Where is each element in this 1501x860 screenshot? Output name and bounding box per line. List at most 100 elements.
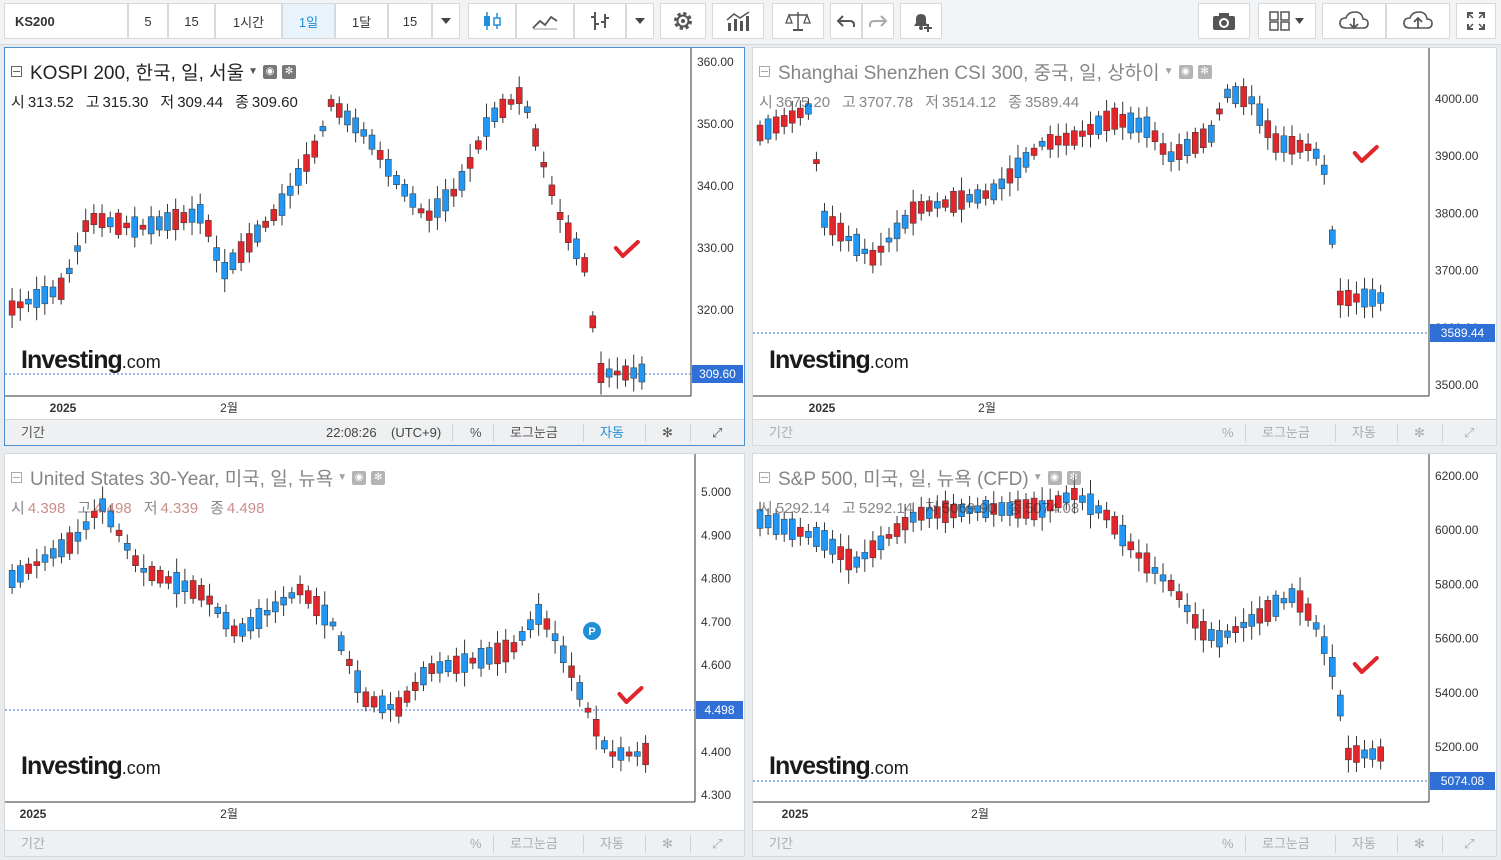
series-title[interactable]: United States 30-Year, 미국, 일, 뉴욕 [30, 469, 334, 490]
gear-icon[interactable]: ✻ [1414, 425, 1425, 440]
fullscreen-icon[interactable]: ⤢ [712, 425, 723, 440]
percent-scale-toggle[interactable]: % [470, 425, 482, 440]
chart-canvas[interactable]: P5.0004.9004.8004.7004.6004.5004.4004.30… [5, 454, 745, 824]
chart-type-dropdown-button[interactable] [626, 3, 654, 39]
fullscreen-button[interactable] [1456, 3, 1496, 39]
event-marker-icon[interactable]: P [583, 622, 601, 640]
fullscreen-icon[interactable]: ⤢ [1464, 425, 1475, 440]
interval-15-button[interactable]: 15 [168, 3, 215, 39]
symbol-input[interactable]: KS200 [4, 3, 128, 39]
compare-button[interactable] [772, 3, 824, 39]
fullscreen-icon[interactable]: ⤢ [712, 836, 723, 851]
chart-pane-sp500[interactable]: 6200.00 6000.00 5800.00 5600.00 5400.00 5200.… [752, 453, 1497, 857]
candle-body [156, 569, 164, 584]
auto-scale-toggle[interactable]: 자동 [1352, 425, 1376, 440]
fullscreen-icon[interactable]: ⤢ [1464, 836, 1475, 851]
interval-dropdown-button[interactable] [432, 3, 460, 39]
price-axis-label: 5.000 [701, 485, 731, 499]
watermark-text: Investing [769, 752, 871, 780]
candle-body [313, 596, 320, 617]
redo-button[interactable] [862, 3, 894, 39]
candle-body [124, 542, 131, 551]
ohlc-value: 313.52 [27, 94, 74, 111]
percent-scale-toggle[interactable]: % [1222, 836, 1234, 851]
series-legend: S&P 500, 미국, 일, 뉴욕 (CFD) ▼ ◉ ✻ 시 5292.14 고 5292… [759, 464, 1091, 518]
settings-button[interactable] [660, 3, 706, 39]
interval-1hour-button[interactable]: 1시간 [215, 3, 282, 39]
layout-button[interactable] [1258, 3, 1316, 39]
gear-icon[interactable]: ✻ [1414, 836, 1425, 851]
chevron-down-icon[interactable]: ▼ [1163, 66, 1174, 77]
collapse-icon[interactable] [11, 66, 22, 77]
candle-body [1312, 622, 1320, 630]
price-axis-label: 6000.00 [1435, 523, 1479, 537]
chevron-down-icon[interactable]: ▼ [337, 472, 348, 483]
chevron-down-icon[interactable]: ▼ [248, 66, 259, 77]
log-scale-toggle[interactable]: 로그눈금 [510, 836, 558, 851]
date-range-button[interactable]: 기간 [21, 836, 45, 851]
percent-scale-toggle[interactable]: % [470, 836, 482, 851]
eye-icon[interactable]: ◉ [1047, 470, 1062, 485]
screenshot-button[interactable] [1198, 3, 1250, 39]
interval-15-custom-button[interactable]: 15 [388, 3, 432, 39]
candle-body [515, 87, 523, 104]
eye-icon[interactable]: ◉ [352, 470, 367, 485]
load-chart-button[interactable] [1322, 3, 1386, 39]
clock-readout[interactable]: 22:08:26 [326, 425, 377, 440]
auto-scale-toggle[interactable]: 자동 [1352, 836, 1376, 851]
collapse-icon[interactable] [759, 472, 770, 483]
gear-icon[interactable]: ✻ [1066, 470, 1081, 485]
candle-body [1320, 636, 1328, 654]
indicators-button[interactable] [712, 3, 764, 39]
eye-icon[interactable]: ◉ [263, 64, 278, 79]
candle-body [140, 568, 147, 573]
date-range-button[interactable]: 기간 [769, 425, 793, 440]
chart-pane-kospi200[interactable]: 360.00 350.00 340.00 330.00 320.00 2025 2월 309.… [4, 47, 745, 446]
gear-icon[interactable]: ✻ [282, 64, 297, 79]
auto-scale-toggle[interactable]: 자동 [600, 836, 624, 851]
checkmark-annotation-icon[interactable] [617, 686, 644, 704]
chevron-down-icon[interactable]: ▼ [1032, 472, 1043, 483]
save-chart-button[interactable] [1386, 3, 1450, 39]
series-title[interactable]: Shanghai Shenzhen CSI 300, 중국, 일, 상하이 [778, 63, 1160, 84]
chart-canvas[interactable]: 360.00 350.00 340.00 330.00 320.00 2025 2월 [5, 48, 745, 418]
interval-5-button[interactable]: 5 [128, 3, 168, 39]
ohlc-value: 3589.44 [1024, 94, 1080, 111]
chart-canvas[interactable]: 4000.003900.003800.003700.003600.003500.… [753, 48, 1497, 418]
candlestick-type-button[interactable] [468, 3, 516, 39]
bar-type-button[interactable] [574, 3, 626, 39]
interval-1month-button[interactable]: 1달 [335, 3, 388, 39]
auto-scale-toggle[interactable]: 자동 [600, 425, 624, 440]
series-title[interactable]: KOSPI 200, 한국, 일, 서울 [30, 63, 245, 84]
candle-body [622, 365, 629, 381]
gear-icon[interactable]: ✻ [662, 836, 673, 851]
gear-icon[interactable]: ✻ [1197, 64, 1212, 79]
collapse-icon[interactable] [11, 472, 22, 483]
alert-button[interactable] [900, 3, 942, 39]
collapse-icon[interactable] [759, 66, 770, 77]
interval-1day-button[interactable]: 1일 [282, 3, 335, 39]
timezone-readout[interactable]: (UTC+9) [391, 425, 442, 440]
candle-body [74, 531, 82, 542]
investing-watermark-logo: Investing.com [21, 752, 161, 781]
gear-icon[interactable]: ✻ [662, 425, 673, 440]
chart-pane-csi300[interactable]: 4000.003900.003800.003700.003600.003500.… [752, 47, 1497, 446]
checkmark-annotation-icon[interactable] [1352, 145, 1379, 163]
candle-body [305, 590, 312, 604]
undo-button[interactable] [830, 3, 862, 39]
date-range-button[interactable]: 기간 [21, 425, 45, 440]
line-chart-type-button[interactable] [516, 3, 574, 39]
checkmark-annotation-icon[interactable] [1352, 656, 1379, 674]
checkmark-annotation-icon[interactable] [613, 240, 640, 258]
log-scale-toggle[interactable]: 로그눈금 [510, 425, 558, 440]
eye-icon[interactable]: ◉ [1178, 64, 1193, 79]
candle-body [756, 124, 764, 142]
chart-canvas[interactable]: 6200.00 6000.00 5800.00 5600.00 5400.00 5200.… [753, 454, 1497, 824]
series-title[interactable]: S&P 500, 미국, 일, 뉴욕 (CFD) [778, 469, 1029, 490]
chart-pane-us30y[interactable]: P5.0004.9004.8004.7004.6004.5004.4004.30… [4, 453, 745, 857]
gear-icon[interactable]: ✻ [371, 470, 386, 485]
log-scale-toggle[interactable]: 로그눈금 [1262, 425, 1310, 440]
date-range-button[interactable]: 기간 [769, 836, 793, 851]
percent-scale-toggle[interactable]: % [1222, 425, 1234, 440]
log-scale-toggle[interactable]: 로그눈금 [1262, 836, 1310, 851]
